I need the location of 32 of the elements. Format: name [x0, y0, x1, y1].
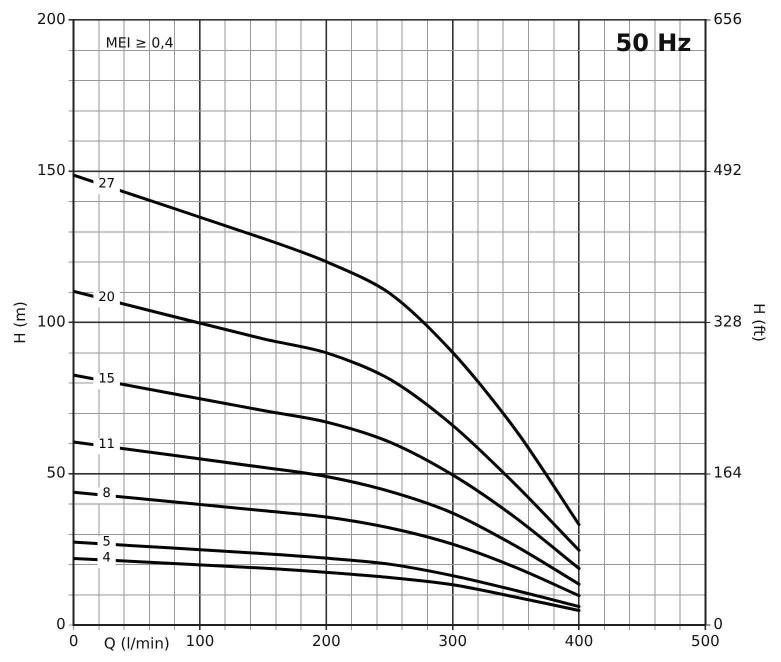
series-label: 11 — [98, 436, 115, 452]
y2-tick-label: 164 — [713, 464, 742, 482]
series-label: 27 — [98, 176, 115, 192]
y-tick-label: 50 — [46, 464, 66, 482]
series-label: 15 — [98, 372, 115, 387]
series-label: 5 — [102, 534, 111, 550]
y2-tick-label: 656 — [713, 10, 742, 28]
y-axis-title: H (m) — [10, 301, 29, 344]
y2-tick-label: 328 — [713, 312, 742, 330]
x-tick-label: 200 — [312, 632, 341, 650]
series-label: 20 — [98, 290, 115, 305]
annotation: 50 Hz — [616, 29, 692, 58]
line-series — [74, 440, 581, 586]
annotation: MEI ≥ 0,4 — [106, 36, 174, 52]
x-tick-label: 300 — [438, 632, 467, 650]
x-tick-label: 100 — [186, 632, 214, 650]
series-label: 8 — [102, 486, 111, 501]
series-label: 4 — [102, 550, 111, 566]
line-series — [74, 290, 581, 552]
x-tick-label: 500 — [691, 632, 720, 650]
y-tick-label: 150 — [36, 161, 66, 180]
y-tick-label: 100 — [36, 312, 66, 330]
y-tick-label: 200 — [36, 10, 66, 28]
y-tick-label: 0 — [56, 614, 66, 633]
line-series — [74, 174, 581, 526]
y2-axis-title: H (ft) — [750, 303, 768, 342]
x-axis-title: Q (l/min) — [104, 634, 170, 652]
x-tick-label: 400 — [564, 632, 594, 650]
line-series — [74, 374, 581, 570]
y2-tick-label: 0 — [713, 614, 723, 633]
y2-tick-label: 492 — [713, 161, 742, 180]
x-tick-label: 0 — [68, 632, 78, 650]
